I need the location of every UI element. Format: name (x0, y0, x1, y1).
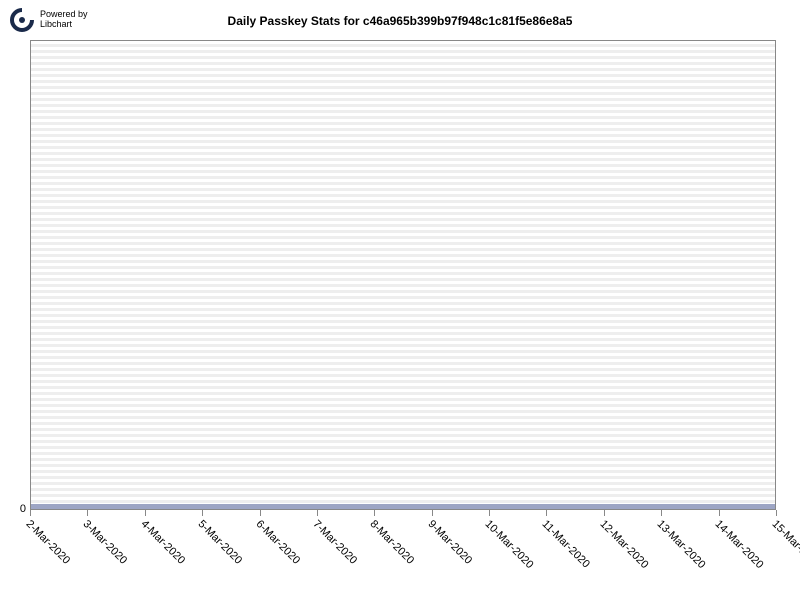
chart-title: Daily Passkey Stats for c46a965b399b97f9… (0, 14, 800, 28)
x-tick-mark (776, 510, 777, 516)
plot-stripe-background (31, 41, 775, 509)
x-axis-tick-label: 14-Mar-2020 (712, 518, 765, 571)
x-tick-mark (202, 510, 203, 516)
x-axis-tick-label: 9-Mar-2020 (425, 518, 474, 567)
x-tick-mark (719, 510, 720, 516)
x-axis-tick-label: 4-Mar-2020 (138, 518, 187, 567)
x-tick-mark (145, 510, 146, 516)
x-tick-mark (432, 510, 433, 516)
x-axis-tick-label: 11-Mar-2020 (540, 518, 592, 570)
chart-baseline-bar (31, 504, 775, 509)
x-tick-mark (317, 510, 318, 516)
plot-area (30, 40, 776, 510)
y-axis-tick-label: 0 (6, 503, 26, 515)
x-axis-tick-label: 3-Mar-2020 (81, 518, 130, 567)
x-axis-tick-label: 12-Mar-2020 (597, 518, 650, 571)
x-tick-mark (661, 510, 662, 516)
x-tick-mark (87, 510, 88, 516)
x-tick-mark (489, 510, 490, 516)
x-axis-labels: 2-Mar-20203-Mar-20204-Mar-20205-Mar-2020… (30, 518, 776, 598)
x-tick-mark (604, 510, 605, 516)
x-tick-mark (260, 510, 261, 516)
x-axis-tick-label: 10-Mar-2020 (483, 518, 536, 571)
x-axis-tick-label: 8-Mar-2020 (368, 518, 417, 567)
x-axis-tick-label: 5-Mar-2020 (196, 518, 245, 567)
x-axis-tick-label: 2-Mar-2020 (24, 518, 73, 567)
x-tick-mark (374, 510, 375, 516)
x-axis-tick-label: 13-Mar-2020 (655, 518, 708, 571)
x-axis-tick-label: 6-Mar-2020 (253, 518, 302, 567)
x-tick-mark (30, 510, 31, 516)
x-axis-tick-label: 7-Mar-2020 (310, 518, 359, 567)
x-axis-tick-label: 15-Mar-2020 (770, 518, 800, 571)
x-tick-mark (546, 510, 547, 516)
